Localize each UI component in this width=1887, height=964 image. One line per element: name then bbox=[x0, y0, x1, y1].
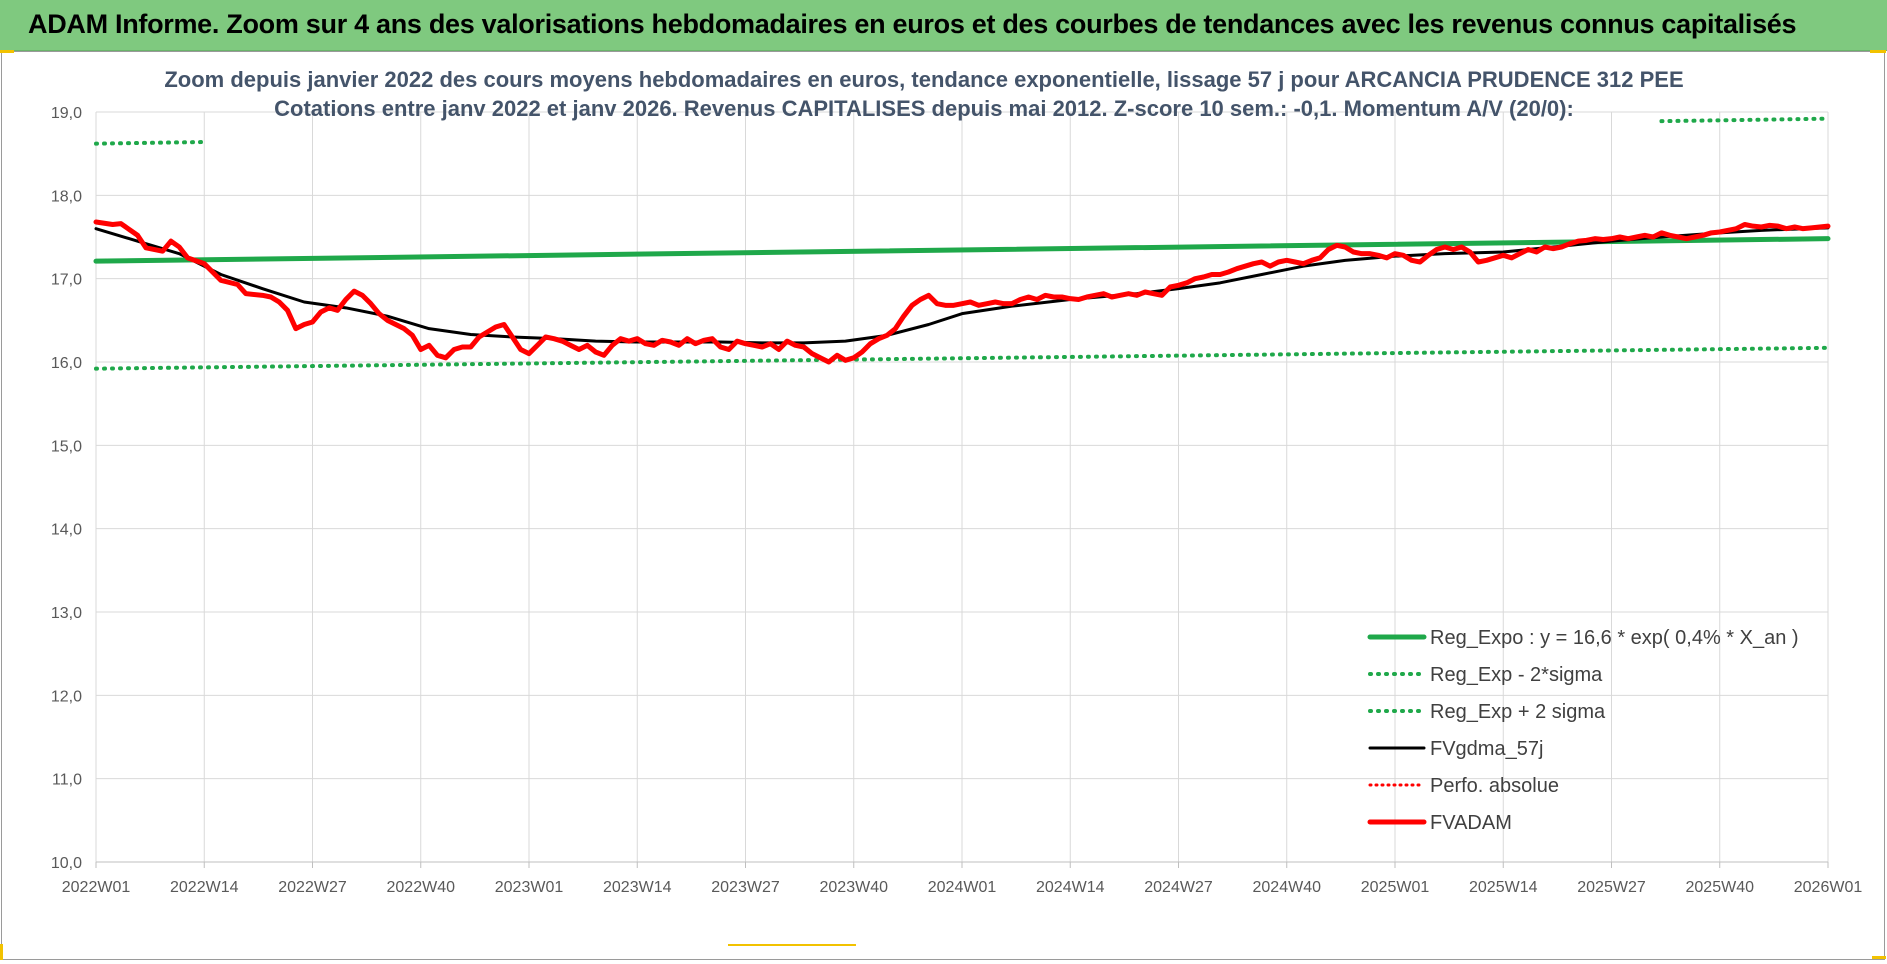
legend-label: Perfo. absolue bbox=[1430, 775, 1559, 797]
x-tick-label: 2024W40 bbox=[1253, 879, 1322, 896]
x-tick-label: 2023W14 bbox=[603, 879, 672, 896]
y-tick-label: 12,0 bbox=[51, 688, 82, 705]
chart-frame: 10,0 11,0 12,0 13,0 14,0 15,0 16,0 17,0 18,0 19,0… bbox=[1, 51, 1885, 960]
frame-corner-bottom-right bbox=[1872, 956, 1886, 959]
frame-bottom-accent bbox=[728, 944, 856, 946]
y-tick-label: 13,0 bbox=[51, 605, 82, 622]
x-tick-label: 2025W14 bbox=[1469, 879, 1538, 896]
x-tick-label: 2025W40 bbox=[1686, 879, 1755, 896]
y-tick-label: 17,0 bbox=[51, 272, 82, 289]
line-chart: 10,0 11,0 12,0 13,0 14,0 15,0 16,0 17,0 18,0 19,0… bbox=[51, 67, 1863, 896]
y-tick-label: 19,0 bbox=[51, 105, 82, 122]
legend-label: Reg_Exp - 2*sigma bbox=[1430, 664, 1603, 686]
legend-label: Reg_Expo : y = 16,6 * exp( 0,4% * X_an ) bbox=[1430, 627, 1799, 649]
series-line-5 bbox=[93, 219, 1831, 365]
y-axis: 10,0 11,0 12,0 13,0 14,0 15,0 16,0 17,0 18,0 19,0 bbox=[51, 105, 82, 872]
frame-corner-top-left bbox=[0, 50, 14, 53]
x-tick-label: 2022W14 bbox=[170, 879, 239, 896]
frame-corner-bottom-left bbox=[0, 944, 3, 960]
x-tick-label: 2024W14 bbox=[1036, 879, 1105, 896]
x-tick-label: 2023W01 bbox=[495, 879, 564, 896]
series-line-0 bbox=[93, 236, 1831, 264]
x-tick-label: 2022W40 bbox=[387, 879, 456, 896]
legend-label: FVgdma_57j bbox=[1430, 738, 1543, 760]
y-tick-label: 16,0 bbox=[51, 355, 82, 372]
x-tick-label: 2022W01 bbox=[62, 879, 131, 896]
x-axis: 2022W01 2022W14 2022W27 2022W40 2023W01 2023W… bbox=[62, 861, 1863, 896]
x-tick-label: 2023W40 bbox=[820, 879, 889, 896]
frame-corner-top-right bbox=[1870, 50, 1886, 53]
y-tick-label: 18,0 bbox=[51, 188, 82, 205]
x-tick-label: 2024W01 bbox=[928, 879, 997, 896]
series-line-1 bbox=[94, 345, 1830, 371]
chart-subtitle: Cotations entre janv 2022 et janv 2026. … bbox=[274, 96, 1574, 121]
y-tick-label: 14,0 bbox=[51, 522, 82, 539]
x-tick-label: 2022W27 bbox=[278, 879, 347, 896]
y-tick-label: 11,0 bbox=[52, 772, 82, 789]
series-line-2 bbox=[1659, 116, 1830, 124]
x-tick-label: 2026W01 bbox=[1794, 879, 1863, 896]
y-tick-label: 10,0 bbox=[51, 855, 82, 872]
y-tick-label: 15,0 bbox=[51, 438, 82, 455]
legend-label: Reg_Exp + 2 sigma bbox=[1430, 701, 1606, 723]
series-line-2 bbox=[94, 140, 207, 146]
page-header-banner: ADAM Informe. Zoom sur 4 ans des valoris… bbox=[0, 0, 1887, 51]
chart-series bbox=[93, 116, 1831, 371]
chart-legend: Reg_Expo : y = 16,6 * exp( 0,4% * X_an )… bbox=[1367, 627, 1799, 834]
chart-title: Zoom depuis janvier 2022 des cours moyen… bbox=[164, 67, 1683, 92]
x-tick-label: 2023W27 bbox=[711, 879, 780, 896]
x-tick-label: 2025W01 bbox=[1361, 879, 1430, 896]
x-tick-label: 2025W27 bbox=[1577, 879, 1646, 896]
page-title: ADAM Informe. Zoom sur 4 ans des valoris… bbox=[28, 9, 1797, 39]
chart-grid bbox=[95, 111, 1829, 863]
x-tick-label: 2024W27 bbox=[1144, 879, 1213, 896]
legend-label: FVADAM bbox=[1430, 812, 1512, 834]
